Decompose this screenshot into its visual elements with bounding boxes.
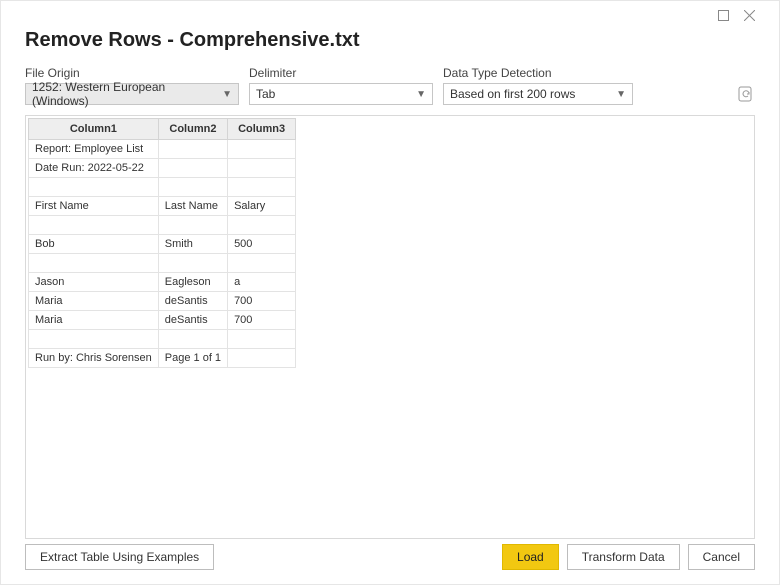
table-cell — [228, 216, 296, 235]
file-origin-label: File Origin — [25, 66, 239, 80]
table-row[interactable]: MariadeSantis700 — [29, 292, 296, 311]
detection-dropdown[interactable]: Based on first 200 rows ▼ — [443, 83, 633, 105]
table-cell — [228, 349, 296, 368]
preview-area: Column1 Column2 Column3 Report: Employee… — [25, 115, 755, 539]
table-cell: Maria — [29, 311, 159, 330]
table-row[interactable]: Run by: Chris SorensenPage 1 of 1 — [29, 349, 296, 368]
titlebar — [25, 1, 755, 29]
table-cell — [228, 330, 296, 349]
table-row[interactable]: BobSmith500 — [29, 235, 296, 254]
dialog-window: Remove Rows - Comprehensive.txt File Ori… — [0, 0, 780, 585]
table-row[interactable]: JasonEaglesona — [29, 273, 296, 292]
table-cell — [158, 140, 227, 159]
table-row[interactable]: Date Run: 2022-05-22 — [29, 159, 296, 178]
table-cell — [158, 178, 227, 197]
table-row[interactable] — [29, 178, 296, 197]
table-cell: Page 1 of 1 — [158, 349, 227, 368]
delimiter-label: Delimiter — [249, 66, 433, 80]
table-cell — [228, 178, 296, 197]
table-cell: deSantis — [158, 311, 227, 330]
chevron-down-icon: ▼ — [222, 89, 232, 100]
table-row[interactable] — [29, 330, 296, 349]
table-cell: Jason — [29, 273, 159, 292]
table-cell — [228, 254, 296, 273]
table-row[interactable]: First NameLast NameSalary — [29, 197, 296, 216]
col-header[interactable]: Column3 — [228, 119, 296, 140]
table-cell: Last Name — [158, 197, 227, 216]
extract-table-button[interactable]: Extract Table Using Examples — [25, 544, 214, 570]
table-cell: Report: Employee List — [29, 140, 159, 159]
table-cell — [228, 140, 296, 159]
table-cell — [228, 159, 296, 178]
table-cell: Maria — [29, 292, 159, 311]
detection-value: Based on first 200 rows — [450, 87, 575, 101]
maximize-icon[interactable] — [717, 9, 729, 21]
table-cell — [158, 330, 227, 349]
table-cell — [158, 254, 227, 273]
table-cell: deSantis — [158, 292, 227, 311]
table-row[interactable]: Report: Employee List — [29, 140, 296, 159]
cancel-button[interactable]: Cancel — [688, 544, 755, 570]
file-origin-field: File Origin 1252: Western European (Wind… — [25, 66, 239, 105]
table-cell — [158, 216, 227, 235]
table-cell: Run by: Chris Sorensen — [29, 349, 159, 368]
table-cell — [29, 330, 159, 349]
table-cell: Smith — [158, 235, 227, 254]
delimiter-value: Tab — [256, 87, 275, 101]
table-cell: Eagleson — [158, 273, 227, 292]
table-cell: First Name — [29, 197, 159, 216]
file-origin-value: 1252: Western European (Windows) — [32, 80, 216, 108]
detection-label: Data Type Detection — [443, 66, 633, 80]
table-row[interactable] — [29, 254, 296, 273]
refresh-icon[interactable] — [737, 85, 755, 103]
table-cell: 700 — [228, 292, 296, 311]
load-button[interactable]: Load — [502, 544, 559, 570]
table-cell: Date Run: 2022-05-22 — [29, 159, 159, 178]
table-cell: a — [228, 273, 296, 292]
preview-table: Column1 Column2 Column3 Report: Employee… — [28, 118, 296, 368]
table-cell: 500 — [228, 235, 296, 254]
table-cell: 700 — [228, 311, 296, 330]
table-row[interactable] — [29, 216, 296, 235]
table-row[interactable]: MariadeSantis700 — [29, 311, 296, 330]
close-icon[interactable] — [743, 9, 755, 21]
delimiter-dropdown[interactable]: Tab ▼ — [249, 83, 433, 105]
file-origin-dropdown[interactable]: 1252: Western European (Windows) ▼ — [25, 83, 239, 105]
col-header[interactable]: Column2 — [158, 119, 227, 140]
dialog-title: Remove Rows - Comprehensive.txt — [25, 29, 755, 52]
table-cell: Bob — [29, 235, 159, 254]
col-header[interactable]: Column1 — [29, 119, 159, 140]
options-row: File Origin 1252: Western European (Wind… — [25, 66, 755, 105]
chevron-down-icon: ▼ — [616, 89, 626, 100]
table-cell — [158, 159, 227, 178]
table-header-row: Column1 Column2 Column3 — [29, 119, 296, 140]
transform-data-button[interactable]: Transform Data — [567, 544, 680, 570]
table-cell — [29, 216, 159, 235]
footer: Extract Table Using Examples Load Transf… — [25, 544, 755, 570]
delimiter-field: Delimiter Tab ▼ — [249, 66, 433, 105]
table-cell: Salary — [228, 197, 296, 216]
chevron-down-icon: ▼ — [416, 89, 426, 100]
footer-actions: Load Transform Data Cancel — [502, 544, 755, 570]
table-cell — [29, 178, 159, 197]
detection-field: Data Type Detection Based on first 200 r… — [443, 66, 633, 105]
table-cell — [29, 254, 159, 273]
